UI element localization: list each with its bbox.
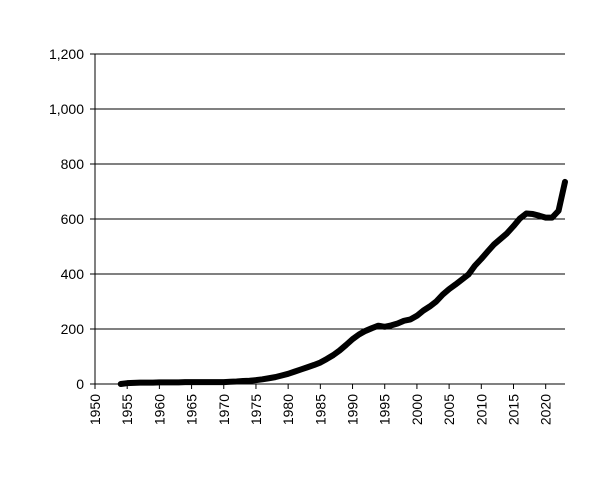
y-tick-label: 1,200 [49,46,84,62]
x-tick-label: 1990 [345,394,361,425]
y-tick-label: 800 [61,156,85,172]
y-tick-label: 200 [61,321,85,337]
x-tick-label: 2005 [441,394,457,425]
y-tick-label: 400 [61,266,85,282]
x-tick-label: 2010 [473,394,489,425]
x-tick-label: 1975 [248,394,264,425]
x-tick-label: 2015 [505,394,521,425]
x-tick-label: 1980 [280,394,296,425]
y-tick-label: 1,000 [49,101,84,117]
y-tick-labels: 0 200 400 600 800 1,000 1,200 [49,46,95,392]
x-tick-label: 1965 [184,394,200,425]
y-tick-label: 0 [76,376,84,392]
y-tick-label: 600 [61,211,85,227]
x-tick-label: 1970 [216,394,232,425]
x-tick-label: 2020 [538,394,554,425]
x-tick-label: 1950 [87,394,103,425]
x-tick-label: 1995 [377,394,393,425]
x-tick-labels: 1950 1955 1960 1965 1970 1975 1980 1985 1990 1995… [87,384,554,425]
x-tick-label: 1955 [119,394,135,425]
x-tick-label: 2000 [409,394,425,425]
gridlines [95,53,565,330]
series-line [117,178,568,387]
x-tick-label: 1985 [312,394,328,425]
x-tick-label: 1960 [151,394,167,425]
